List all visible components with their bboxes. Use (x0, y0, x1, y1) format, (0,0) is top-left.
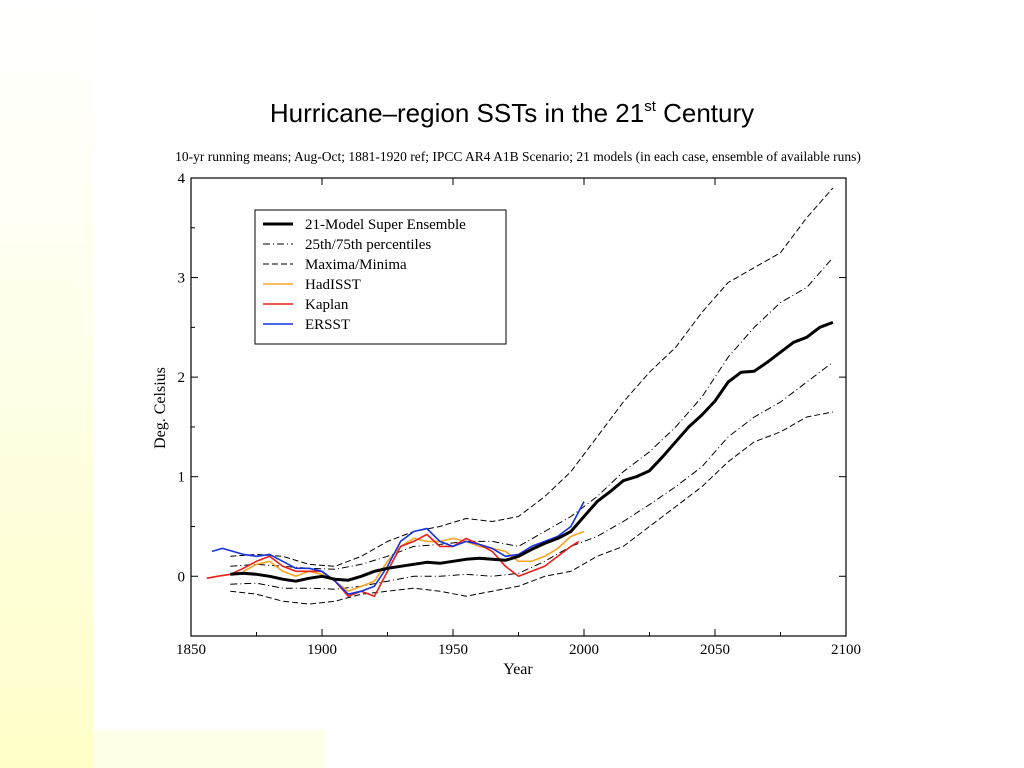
x-tick-label: 1900 (307, 642, 337, 658)
panel-tab (93, 730, 325, 768)
series-line-maxima-minima-lower (230, 411, 833, 605)
legend-item: ERSST (263, 317, 350, 333)
y-axis-label: Deg. Celsius (152, 367, 169, 449)
series-line-ersst (211, 501, 585, 596)
title-main: Hurricane–region SSTs in the 21 (269, 98, 645, 128)
legend-item: 21-Model Super Ensemble (263, 217, 466, 233)
series-line-kaplan (206, 533, 580, 598)
x-tick-label: 1950 (438, 642, 468, 658)
legend-label: Maxima/Minima (305, 257, 407, 273)
legend-item: HadISST (263, 277, 361, 293)
y-tick-label: 1 (178, 470, 186, 486)
x-tick-label: 1850 (176, 642, 206, 658)
axes-layer: 1850 1900 1950 2000 2050 2100 0 1 2 3 4 (176, 171, 861, 658)
slide-title: Hurricane–region SSTs in the 21st Centur… (0, 98, 1024, 129)
legend-box (254, 209, 507, 345)
y-tick-label: 2 (178, 370, 186, 386)
series-line-21-model-super-ensemble (230, 320, 834, 583)
legend-item: Maxima/Minima (263, 257, 407, 273)
x-axis-label: Year (503, 661, 533, 678)
x-tick-label: 2050 (700, 642, 730, 658)
legend-label: HadISST (305, 277, 361, 293)
legend-label: 21-Model Super Ensemble (305, 217, 466, 233)
title-superscript: st (644, 98, 656, 115)
series-line-25th-75th-percentiles-lower (230, 361, 834, 590)
legend: 21-Model Super Ensemble 25th/75th percent… (254, 209, 507, 345)
legend-label: ERSST (305, 317, 350, 333)
series-line-maxima-minima (230, 187, 834, 567)
legend-label: 25th/75th percentiles (305, 237, 431, 253)
series-line-25th-75th-percentiles (230, 257, 834, 570)
y-tick-label: 4 (178, 171, 186, 187)
series-line-hadisst (243, 530, 585, 593)
legend-label: Kaplan (305, 297, 349, 313)
chart-subtitle: 10-yr running means; Aug-Oct; 1881-1920 … (175, 149, 861, 164)
legend-item: Kaplan (263, 297, 349, 313)
x-tick-label: 2100 (831, 642, 861, 658)
y-tick-label: 0 (178, 569, 186, 585)
series-layer (206, 187, 834, 605)
x-tick-label: 2000 (569, 642, 599, 658)
y-tick-label: 3 (178, 271, 186, 287)
title-end: Century (655, 98, 755, 128)
legend-item: 25th/75th percentiles (263, 237, 431, 253)
